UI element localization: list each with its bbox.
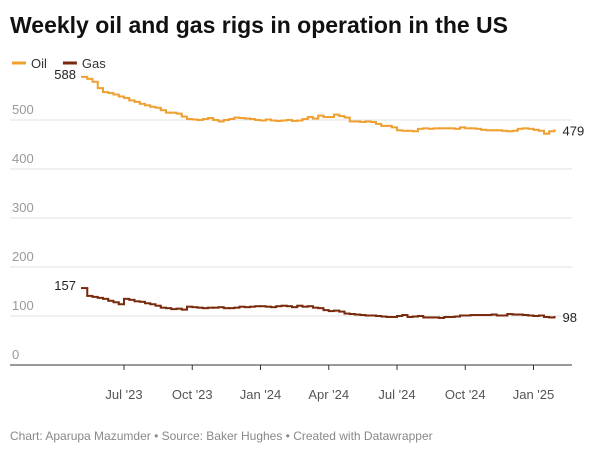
x-tick-label: Apr '24 <box>308 387 349 402</box>
y-tick-label: 100 <box>12 298 34 313</box>
x-tick-label: Oct '23 <box>172 387 213 402</box>
y-tick-label: 400 <box>12 151 34 166</box>
end-label: 479 <box>563 123 585 138</box>
end-label: 98 <box>563 310 577 325</box>
legend-label: Oil <box>31 56 47 71</box>
x-tick-label: Oct '24 <box>445 387 486 402</box>
y-tick-label: 200 <box>12 249 34 264</box>
y-tick-label: 0 <box>12 347 19 362</box>
x-tick-label: Jan '25 <box>513 387 555 402</box>
chart-title: Weekly oil and gas rigs in operation in … <box>10 12 508 38</box>
legend-label: Gas <box>82 56 106 71</box>
source-note: Chart: Aparupa Mazumder • Source: Baker … <box>10 429 433 443</box>
start-label: 157 <box>54 278 76 293</box>
start-label: 588 <box>54 67 76 82</box>
x-tick-label: Jan '24 <box>240 387 282 402</box>
y-tick-label: 500 <box>12 102 34 117</box>
x-tick-label: Jul '23 <box>105 387 142 402</box>
y-tick-label: 300 <box>12 200 34 215</box>
x-tick-label: Jul '24 <box>378 387 415 402</box>
